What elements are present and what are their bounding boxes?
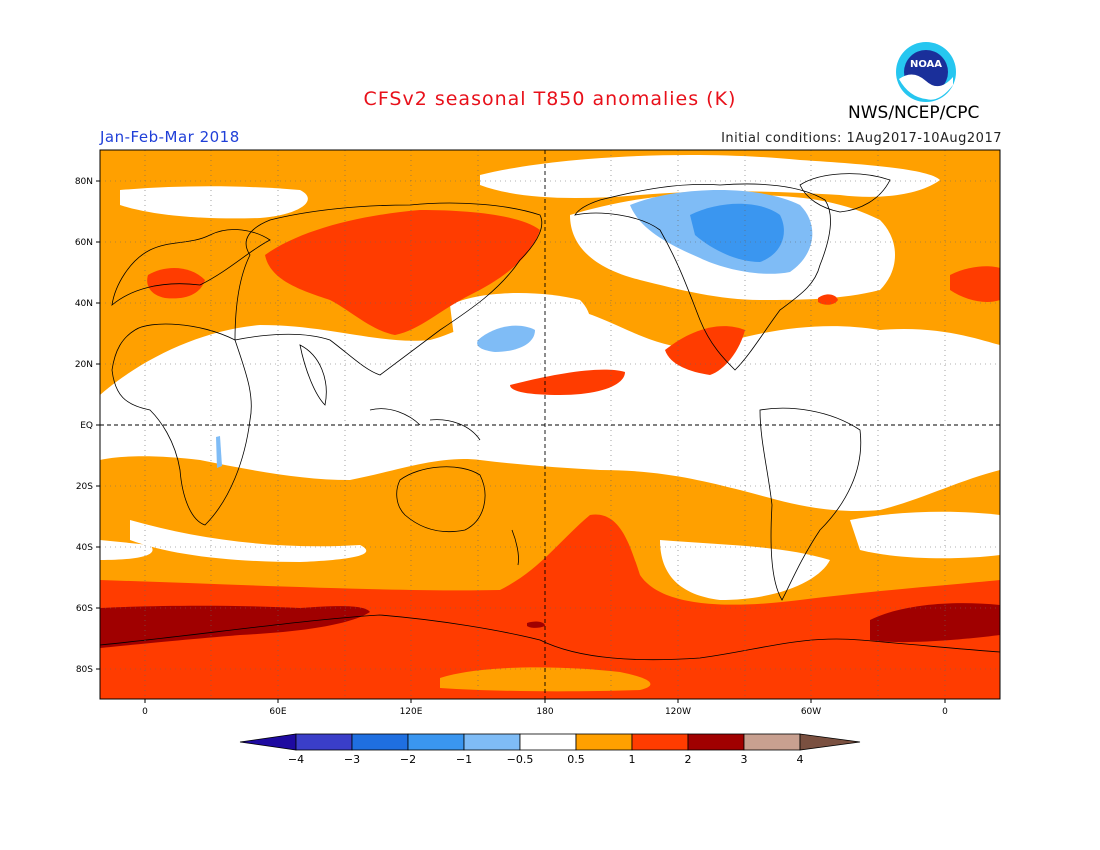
colorbar-label: −4 [288, 753, 304, 766]
lon-label: 60E [269, 707, 286, 717]
colorbar-segment [743, 733, 801, 751]
chart-title: CFSv2 seasonal T850 anomalies (K) [363, 88, 737, 110]
colorbar-label: 3 [741, 753, 748, 766]
colorbar-segment [687, 733, 745, 751]
lat-label: 60N [75, 238, 93, 248]
colorbar-label: −2 [400, 753, 416, 766]
colorbar-label: −3 [344, 753, 360, 766]
latitude-labels: 80N 60N 40N 20N EQ 20S 40S 60S 80S [75, 177, 93, 675]
lon-label: 0 [942, 707, 948, 717]
colorbar-segment [295, 733, 353, 751]
colorbar-segment [463, 733, 521, 751]
colorbar-segment [575, 733, 633, 751]
lat-label: 80N [75, 177, 93, 187]
anomaly-1-2-regions [100, 210, 1000, 699]
colorbar-segment [351, 733, 409, 751]
lat-label: 20S [76, 482, 93, 492]
colorbar-label: 1 [629, 753, 636, 766]
graticule [100, 150, 1000, 699]
colorbar-segment [407, 733, 465, 751]
colorbar-segment [519, 733, 577, 751]
colorbar-segment [239, 733, 297, 751]
lat-label: 80S [76, 665, 93, 675]
season-label: Jan-Feb-Mar 2018 [100, 128, 240, 146]
lon-label: 120E [400, 707, 423, 717]
lat-label: 40N [75, 299, 93, 309]
initial-conditions-label: Initial conditions: 1Aug2017-10Aug2017 [721, 131, 1002, 146]
lat-label: 60S [76, 604, 93, 614]
lat-label: 20N [75, 360, 93, 370]
agency-label: NWS/NCEP/CPC [848, 103, 980, 123]
lon-label: 180 [536, 707, 553, 717]
colorbar-label: 0.5 [567, 753, 585, 766]
lat-label: 40S [76, 543, 93, 553]
colorbar-segment [631, 733, 689, 751]
noaa-logo: NOAA [896, 42, 956, 102]
axis-ticks [96, 180, 946, 703]
colorbar-segment [799, 733, 861, 751]
colorbar-label: 2 [685, 753, 692, 766]
anomaly-map [100, 150, 1000, 699]
lon-label: 0 [142, 707, 148, 717]
lon-label: 60W [801, 707, 821, 717]
colorbar-label: −1 [456, 753, 472, 766]
logo-text: NOAA [910, 59, 942, 70]
colorbar-label: −0.5 [507, 753, 534, 766]
longitude-labels: 0 60E 120E 180 120W 60W 0 [142, 707, 948, 717]
colorbar-labels: −4 −3 −2 −1 −0.5 0.5 1 2 3 4 [288, 753, 804, 766]
lon-label: 120W [665, 707, 691, 717]
colorbar-label: 4 [797, 753, 804, 766]
anomaly-05-1-pockets [440, 667, 651, 692]
colorbar [239, 733, 861, 751]
lat-label: EQ [80, 421, 93, 431]
negative-anomaly-regions [216, 190, 813, 468]
